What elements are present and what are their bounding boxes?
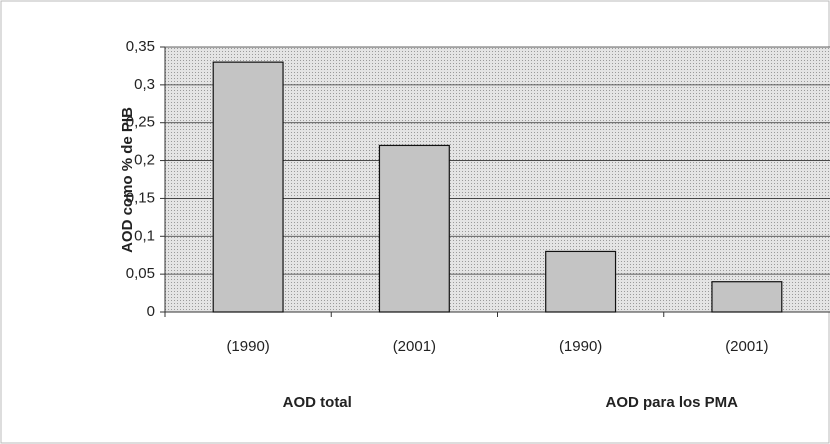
bar (212, 61, 284, 313)
bar (378, 144, 450, 313)
y-tick-label: 0,2 (134, 152, 155, 169)
y-axis-label: AOD como % de PIB (119, 107, 136, 253)
y-tick-label: 0,05 (126, 265, 155, 282)
y-tick-label: 0,15 (126, 189, 155, 206)
group-label: AOD para los PMA (605, 394, 738, 411)
x-tick-label: (1990) (559, 338, 602, 355)
bar (545, 250, 617, 313)
y-tick-label: 0,1 (134, 227, 155, 244)
y-tick-label: 0,3 (134, 76, 155, 93)
x-tick-label: (2001) (393, 338, 436, 355)
y-tick-label: 0,35 (126, 38, 155, 55)
y-tick-label: 0 (147, 303, 155, 320)
y-tick-label: 0,25 (126, 114, 155, 131)
bar (711, 281, 783, 313)
group-label: AOD total (283, 394, 352, 411)
x-tick-label: (1990) (226, 338, 269, 355)
x-tick-label: (2001) (725, 338, 768, 355)
